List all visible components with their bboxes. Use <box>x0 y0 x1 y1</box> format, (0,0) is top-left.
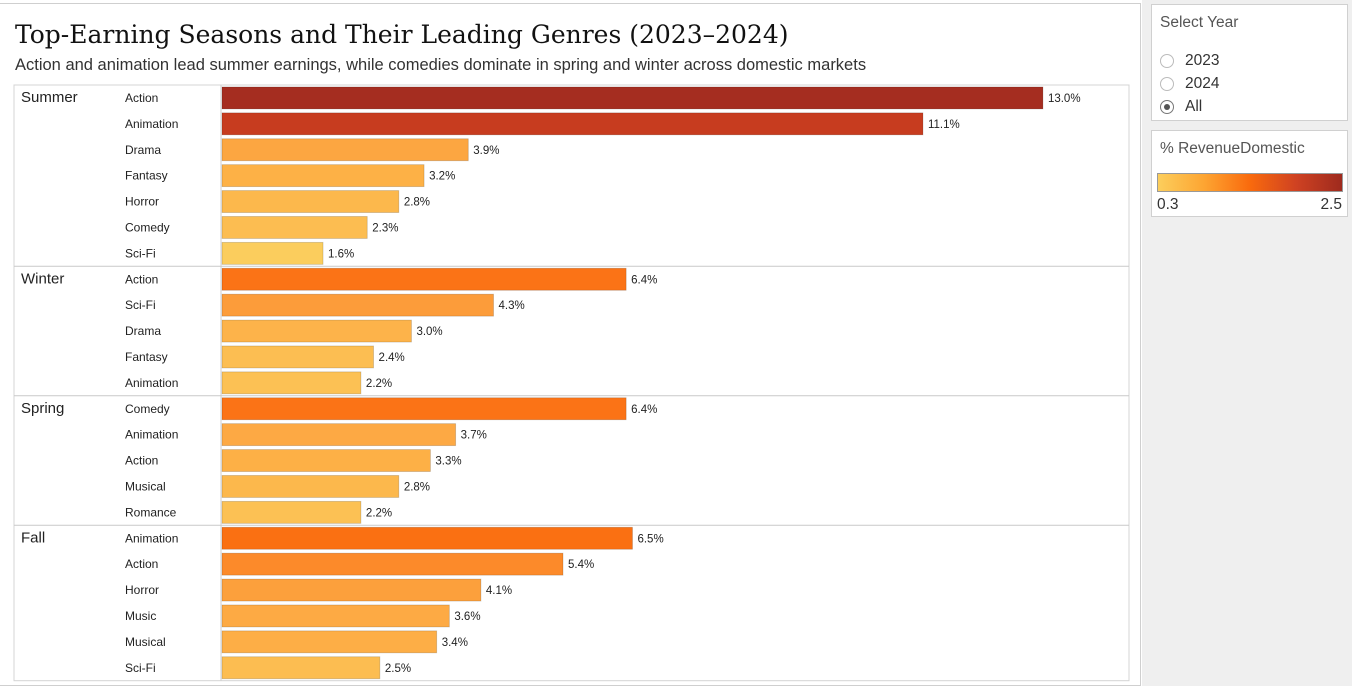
season-label: Winter <box>21 270 64 287</box>
data-label: 6.4% <box>631 274 657 286</box>
genre-label: Music <box>125 609 156 623</box>
bar <box>221 526 633 550</box>
genre-label: Animation <box>125 531 178 545</box>
data-label: 1.6% <box>328 248 354 260</box>
genre-label: Horror <box>125 195 159 209</box>
genre-label: Sci-Fi <box>125 298 156 312</box>
data-label: 2.8% <box>404 197 430 209</box>
genre-label: Drama <box>125 143 161 157</box>
data-label: 4.1% <box>486 585 512 597</box>
season-label: Fall <box>21 529 45 546</box>
data-label: 6.5% <box>637 533 663 545</box>
radio-selected-icon[interactable] <box>1160 100 1174 114</box>
year-filter-title: Select Year <box>1160 14 1239 31</box>
legend-gradient-bar <box>1157 173 1343 192</box>
bar-chart: Summer Action 13.0% Animation 11.1% Drama 3.9%… <box>13 84 1130 682</box>
chart-subtitle: Action and animation lead summer earning… <box>15 56 867 74</box>
color-legend: % RevenueDomestic 0.3 2.5 <box>1151 130 1348 217</box>
chart-title: Top-Earning Seasons and Their Leading Ge… <box>15 20 789 49</box>
year-option-2024[interactable]: 2024 <box>1160 74 1219 94</box>
data-label: 11.1% <box>928 119 960 131</box>
genre-label: Sci-Fi <box>125 661 156 675</box>
genre-label: Action <box>125 91 158 105</box>
bar <box>221 500 362 524</box>
data-label: 13.0% <box>1048 93 1081 105</box>
bar <box>221 164 425 188</box>
data-label: 4.3% <box>499 300 525 312</box>
bar <box>221 397 627 421</box>
data-label: 2.2% <box>366 378 392 390</box>
genre-label: Musical <box>125 635 166 649</box>
genre-label: Sci-Fi <box>125 246 156 260</box>
legend-title: % RevenueDomestic <box>1160 140 1305 157</box>
radio-button-icon[interactable] <box>1160 77 1174 91</box>
data-label: 6.4% <box>631 404 657 416</box>
bar <box>221 216 368 239</box>
chart-frame <box>13 84 1130 682</box>
bar <box>221 630 438 654</box>
data-label: 3.3% <box>435 456 461 468</box>
data-label: 5.4% <box>568 559 594 571</box>
data-label: 3.0% <box>416 326 442 338</box>
bar <box>221 604 450 628</box>
genre-label: Horror <box>125 583 159 597</box>
genre-label: Animation <box>125 117 178 131</box>
bar <box>221 190 400 213</box>
bar <box>221 578 482 602</box>
genre-label: Action <box>125 272 158 286</box>
data-label: 2.3% <box>372 222 398 234</box>
year-filter: Select Year 2023 2024 All <box>1151 4 1348 121</box>
data-label: 2.4% <box>379 352 405 364</box>
genre-label: Action <box>125 557 158 571</box>
genre-label: Romance <box>125 505 177 519</box>
bar <box>221 345 374 369</box>
season-label: Spring <box>21 400 64 417</box>
bar <box>221 293 494 317</box>
bar <box>221 319 412 343</box>
data-label: 3.2% <box>429 171 455 183</box>
season-label: Summer <box>21 89 78 106</box>
data-label: 3.4% <box>442 637 468 649</box>
genre-label: Fantasy <box>125 350 168 364</box>
bar <box>221 241 324 265</box>
genre-label: Animation <box>125 376 178 390</box>
genre-label: Musical <box>125 479 166 493</box>
year-option-label: 2023 <box>1185 52 1220 69</box>
genre-label: Comedy <box>125 402 170 416</box>
bar <box>221 656 381 680</box>
genre-label: Animation <box>125 428 178 442</box>
year-option-label: All <box>1185 98 1203 115</box>
genre-label: Fantasy <box>125 169 168 183</box>
bar <box>221 371 362 395</box>
bar <box>221 552 564 576</box>
data-label: 3.9% <box>473 145 499 157</box>
radio-button-icon[interactable] <box>1160 54 1174 68</box>
data-label: 2.8% <box>404 481 430 493</box>
legend-min-label: 0.3 <box>1157 196 1179 213</box>
data-label: 3.7% <box>461 430 487 442</box>
legend-max-label: 2.5 <box>1320 196 1342 213</box>
bar <box>221 423 457 447</box>
bar <box>221 449 431 472</box>
bar <box>221 138 469 162</box>
bar <box>221 267 627 291</box>
year-option-2023[interactable]: 2023 <box>1160 51 1219 71</box>
genre-label: Action <box>125 454 158 468</box>
year-option-label: 2024 <box>1185 75 1220 92</box>
genre-label: Drama <box>125 324 161 338</box>
bar <box>221 112 924 136</box>
data-label: 2.5% <box>385 663 411 675</box>
bar <box>221 86 1044 110</box>
data-label: 3.6% <box>454 611 480 623</box>
bar <box>221 475 400 498</box>
genre-label: Comedy <box>125 220 170 234</box>
data-label: 2.2% <box>366 507 392 519</box>
year-option-all[interactable]: All <box>1160 97 1202 117</box>
